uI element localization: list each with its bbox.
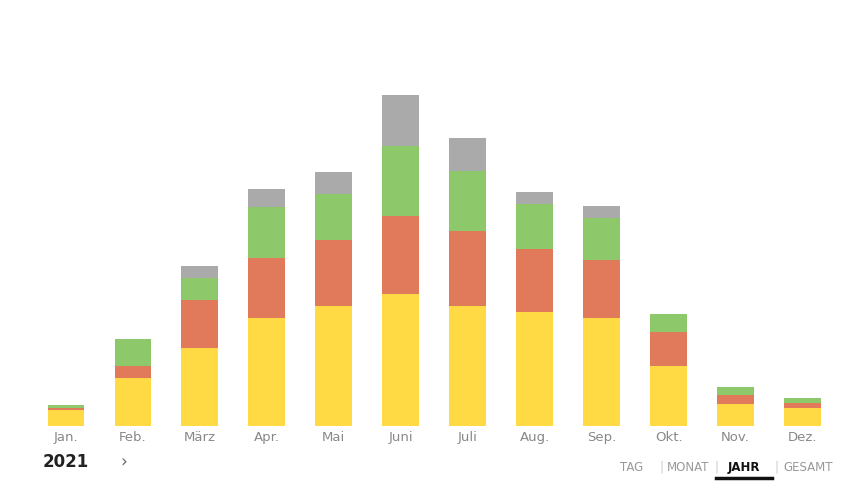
Bar bbox=[650, 332, 687, 366]
Bar bbox=[450, 137, 486, 171]
Bar bbox=[784, 403, 821, 408]
Text: TAG: TAG bbox=[620, 461, 644, 473]
Bar bbox=[784, 408, 821, 426]
Bar bbox=[450, 171, 486, 231]
Bar bbox=[47, 406, 84, 408]
Text: 2021: 2021 bbox=[43, 453, 89, 471]
Bar bbox=[383, 216, 419, 294]
Bar bbox=[450, 231, 486, 306]
Bar bbox=[249, 318, 286, 426]
Text: GESAMT: GESAMT bbox=[783, 461, 833, 473]
Bar bbox=[583, 218, 620, 260]
Bar bbox=[717, 394, 754, 404]
Bar bbox=[583, 318, 620, 426]
Bar bbox=[383, 146, 419, 216]
Bar bbox=[516, 204, 553, 249]
Bar bbox=[583, 206, 620, 218]
Bar bbox=[114, 366, 151, 378]
Bar bbox=[383, 95, 419, 146]
Bar bbox=[650, 366, 687, 426]
Bar bbox=[450, 306, 486, 426]
Bar bbox=[316, 194, 353, 240]
Bar bbox=[516, 312, 553, 426]
Bar bbox=[181, 300, 218, 348]
Bar bbox=[249, 207, 286, 257]
Bar bbox=[650, 314, 687, 332]
Bar bbox=[47, 408, 84, 410]
Text: MONAT: MONAT bbox=[666, 461, 710, 473]
Bar bbox=[114, 339, 151, 366]
Bar bbox=[516, 249, 553, 312]
Bar bbox=[516, 192, 553, 204]
Bar bbox=[583, 260, 620, 318]
Bar bbox=[181, 348, 218, 426]
Text: |: | bbox=[775, 461, 778, 473]
Bar bbox=[383, 294, 419, 426]
Bar bbox=[316, 172, 353, 194]
Legend: Energie ins Netz eingespeist, Energie in Batterie gespeichert, Energie Ohmpilot,: Energie ins Netz eingespeist, Energie in… bbox=[15, 0, 699, 1]
Text: ›: › bbox=[120, 453, 127, 471]
Bar bbox=[47, 410, 84, 426]
Bar bbox=[316, 240, 353, 306]
Bar bbox=[249, 189, 286, 207]
Text: |: | bbox=[660, 461, 663, 473]
Bar bbox=[784, 398, 821, 403]
Text: JAHR: JAHR bbox=[728, 461, 760, 473]
Bar bbox=[249, 257, 286, 318]
Bar bbox=[181, 278, 218, 300]
Bar bbox=[717, 404, 754, 426]
Bar bbox=[316, 306, 353, 426]
Text: |: | bbox=[715, 461, 718, 473]
Bar bbox=[717, 388, 754, 394]
Bar bbox=[114, 378, 151, 426]
Bar bbox=[181, 266, 218, 278]
